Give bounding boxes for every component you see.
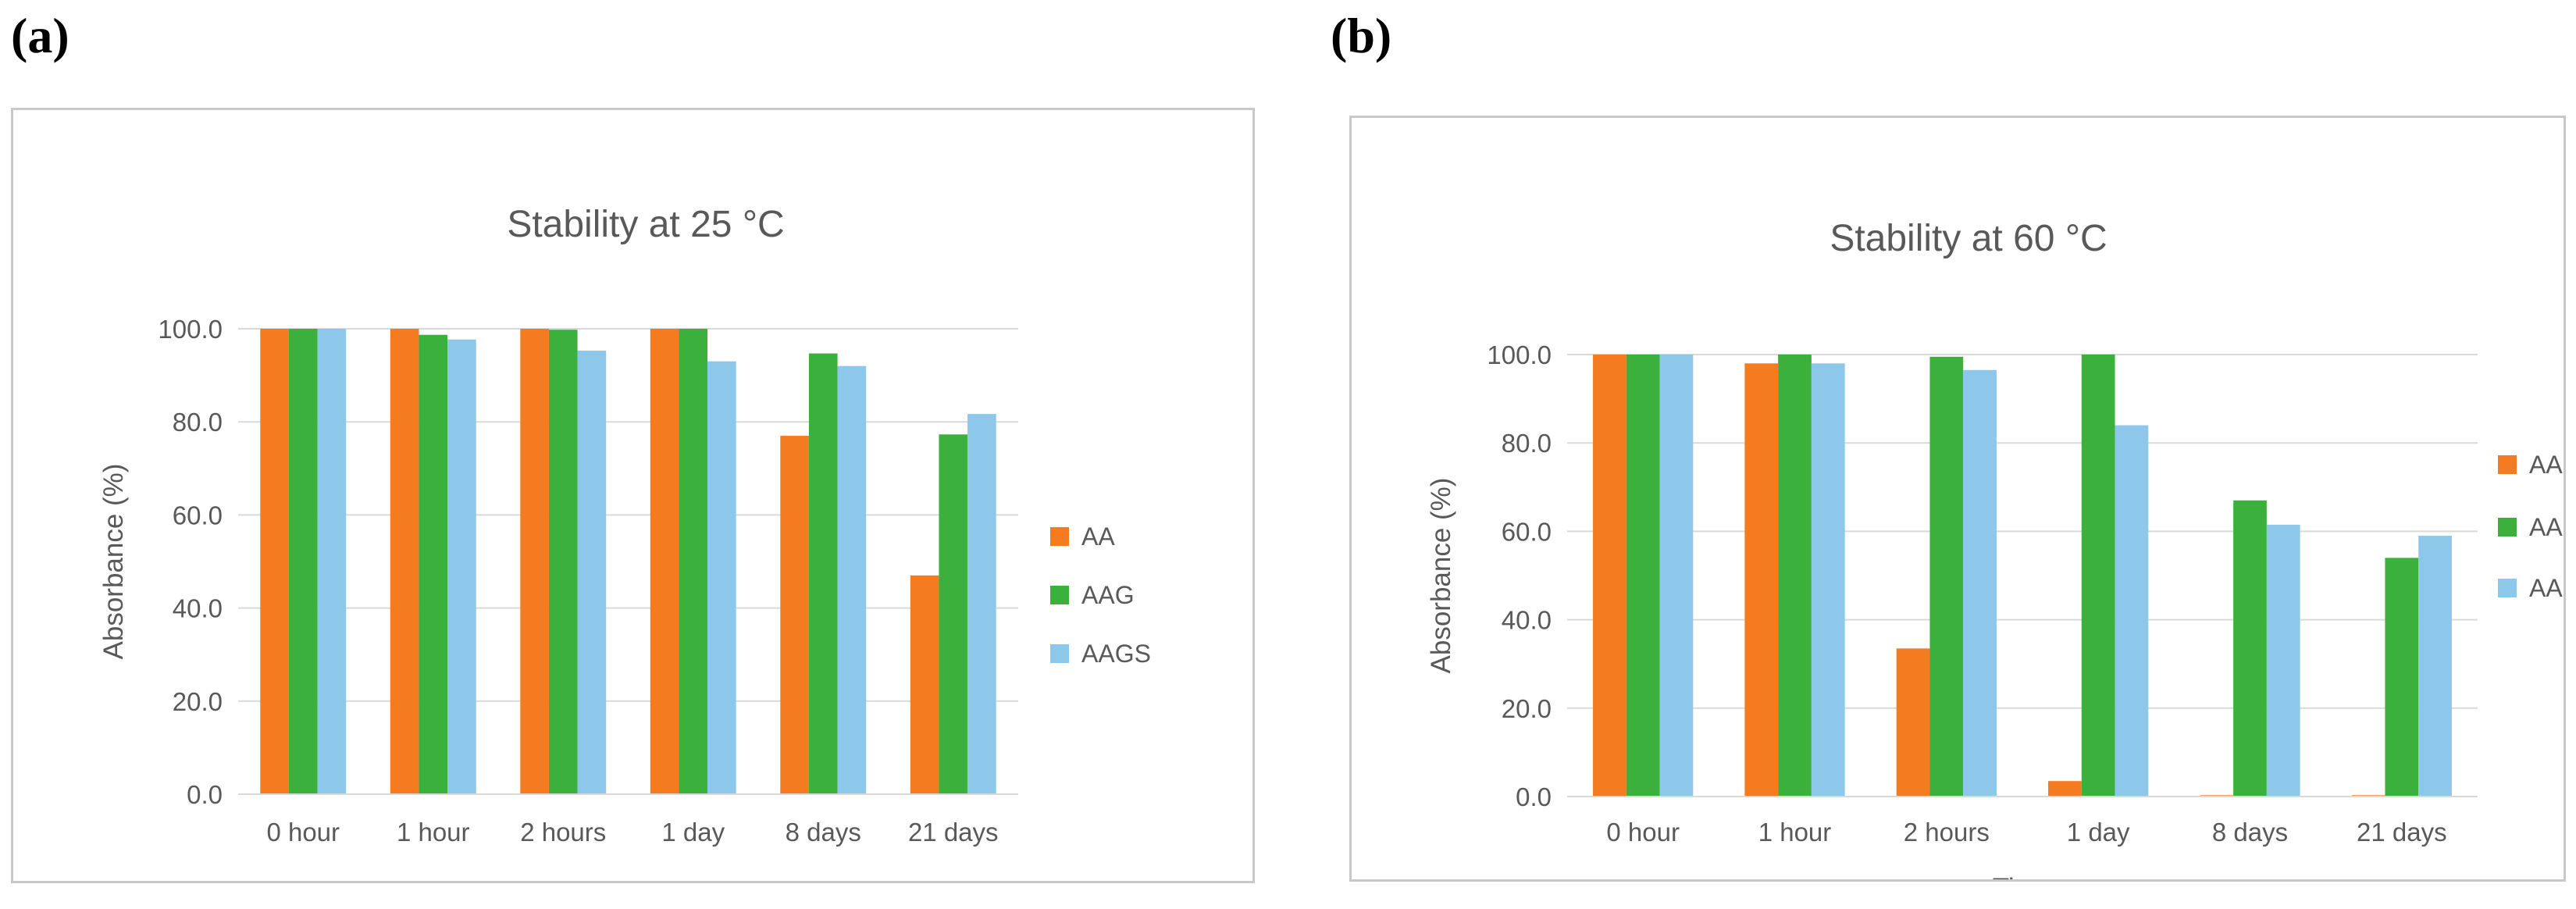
bar-aa-0 (1593, 355, 1626, 797)
x-axis-label: Time (598, 878, 657, 881)
bar-aa-4 (780, 436, 809, 794)
x-tick-label: 0 hour (266, 818, 340, 847)
x-tick-label: 2 hours (520, 818, 606, 847)
bar-aag-3 (679, 329, 708, 794)
bar-aags-3 (707, 361, 736, 795)
bar-aa-3 (2048, 781, 2082, 797)
y-tick-label: 80.0 (1502, 429, 1552, 458)
bar-aags-3 (2115, 425, 2149, 797)
bar-chart-25c: Stability at 25 °C 0.0 20.0 40.0 60.0 80.0 100… (98, 204, 1151, 908)
panel-label-a: (a) (11, 8, 69, 63)
legend-label-aag: AAG (2529, 513, 2564, 541)
bar-aags-4 (837, 365, 867, 794)
legend-label-aa: AA (1081, 522, 1115, 551)
bar-aa-1 (1744, 363, 1779, 797)
legend-swatch-aag (2498, 518, 2517, 536)
panel-label-b: (b) (1331, 8, 1392, 63)
bar-aag-1 (419, 334, 448, 794)
bar-aag-0 (1626, 355, 1660, 797)
y-tick-label: 80.0 (173, 408, 223, 437)
bar-aag-4 (808, 353, 838, 794)
bar-aa-3 (650, 329, 679, 794)
bar-aag-3 (2081, 355, 2115, 797)
chart-panel-a: Stability at 25 °C 0.0 20.0 40.0 60.0 80.0 100… (11, 108, 1255, 908)
bar-aa-0 (260, 329, 289, 794)
x-tick-label: 1 hour (397, 818, 470, 847)
x-tick-label: 1 day (2067, 818, 2130, 847)
legend-label-aa: AA (2529, 451, 2563, 479)
x-tick-label: 2 hours (1904, 818, 1990, 847)
bar-aag-0 (288, 329, 318, 794)
y-tick-label: 100.0 (1487, 340, 1552, 369)
y-tick-label: 20.0 (1502, 694, 1552, 723)
legend-label-aags: AAGS (1081, 640, 1151, 668)
bar-aag-5 (939, 434, 968, 794)
x-tick-label: 1 hour (1758, 818, 1832, 847)
bar-aag-2 (548, 330, 578, 794)
legend-swatch-aag (1050, 586, 1069, 604)
bar-aags-5 (2418, 536, 2452, 797)
x-tick-label: 0 hour (1606, 818, 1680, 847)
x-tick-label: 21 days (2357, 818, 2447, 847)
y-tick-label: 60.0 (173, 501, 223, 529)
y-tick-label: 0.0 (187, 780, 223, 809)
bar-aags-2 (1963, 369, 1997, 797)
y-tick-label: 20.0 (173, 687, 223, 716)
y-axis-label: Absorbance (%) (1426, 478, 1456, 674)
bar-aags-0 (317, 329, 347, 794)
bar-aa-1 (390, 329, 419, 794)
bar-aags-0 (1659, 355, 1694, 797)
legend-swatch-aa (1050, 527, 1069, 546)
legend-swatch-aa (2498, 455, 2517, 474)
x-tick-label: 8 days (2212, 818, 2288, 847)
legend-swatch-aags (1050, 644, 1069, 663)
bar-aa-2 (520, 329, 549, 794)
bar-aag-4 (2233, 500, 2267, 797)
y-tick-label: 40.0 (173, 594, 223, 623)
x-tick-label: 8 days (786, 818, 861, 847)
bar-chart-60c: Stability at 60 °C 0.0 20.0 40.0 60.0 80.0 100… (1426, 218, 2576, 904)
x-tick-label: 21 days (908, 818, 999, 847)
bar-aags-5 (967, 414, 996, 794)
bar-aags-1 (1811, 363, 1845, 797)
legend-label-aag: AAG (1081, 581, 1135, 609)
y-axis-label: Absorbance (%) (98, 464, 129, 660)
bar-aa-5 (910, 575, 939, 794)
bar-aags-1 (447, 339, 476, 794)
legend-swatch-aags (2498, 579, 2517, 597)
y-tick-label: 40.0 (1502, 606, 1552, 635)
x-tick-label: 1 day (661, 818, 725, 847)
bar-aag-2 (1929, 356, 1964, 797)
chart-title: Stability at 60 °C (1830, 218, 2107, 259)
bar-aags-2 (577, 351, 607, 795)
y-tick-label: 0.0 (1516, 782, 1552, 811)
y-tick-label: 60.0 (1502, 517, 1552, 546)
bar-aa-2 (1896, 648, 1930, 797)
legend-label-aags: AAGS (2529, 574, 2564, 602)
chart-title: Stability at 25 °C (507, 204, 784, 245)
x-axis-label: Time (1993, 873, 2052, 879)
chart-panel-b: Stability at 60 °C 0.0 20.0 40.0 60.0 80.0 100… (1349, 116, 2576, 904)
bar-aag-1 (1778, 355, 1812, 797)
y-tick-label: 100.0 (158, 315, 223, 344)
bar-aag-5 (2385, 558, 2419, 797)
bar-aags-4 (2266, 524, 2300, 797)
